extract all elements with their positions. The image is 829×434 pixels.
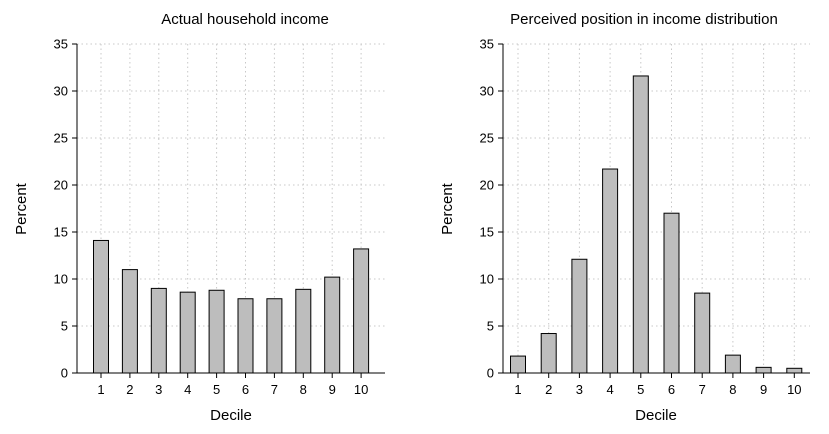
x-tick-label: 3 — [155, 382, 162, 397]
bar — [724, 354, 741, 374]
y-tick-label: 35 — [54, 37, 68, 52]
x-tick-label: 5 — [213, 382, 220, 397]
y-tick-label: 5 — [487, 319, 494, 334]
x-tick-label: 10 — [354, 382, 368, 397]
x-tick-label: 2 — [126, 382, 133, 397]
x-tick-label: 9 — [329, 382, 336, 397]
x-tick-label: 4 — [606, 382, 613, 397]
x-tick-label: 5 — [637, 382, 644, 397]
bar — [353, 248, 370, 374]
bar — [266, 298, 283, 374]
y-tick-label: 15 — [480, 225, 494, 240]
y-tick-label: 0 — [487, 366, 494, 381]
y-tick-label: 10 — [54, 272, 68, 287]
x-tick-label: 9 — [760, 382, 767, 397]
y-tick-label: 35 — [480, 37, 494, 52]
x-tick-label: 1 — [514, 382, 521, 397]
x-tick-label: 6 — [242, 382, 249, 397]
bar — [632, 75, 649, 374]
x-tick-label: 7 — [699, 382, 706, 397]
y-tick-label: 30 — [480, 84, 494, 99]
chart-panel-actual-income: Actual household income Decile Percent 0… — [13, 11, 385, 424]
x-tick-label: 8 — [729, 382, 736, 397]
chart-panel-perceived-position: Perceived position in income distributio… — [439, 11, 810, 424]
y-tick-label: 25 — [480, 131, 494, 146]
bar — [540, 333, 557, 374]
x-tick-label: 6 — [668, 382, 675, 397]
bar — [121, 269, 138, 374]
x-tick-label: 2 — [545, 382, 552, 397]
y-tick-label: 10 — [480, 272, 494, 287]
bar — [786, 367, 803, 374]
bar — [237, 298, 254, 374]
y-axis-label: Percent — [13, 182, 30, 235]
x-tick-label: 10 — [787, 382, 801, 397]
y-tick-label: 5 — [61, 319, 68, 334]
y-tick-label: 20 — [480, 178, 494, 193]
bar — [150, 287, 167, 374]
y-tick-label: 0 — [61, 366, 68, 381]
chart-title: Perceived position in income distributio… — [510, 11, 778, 28]
y-tick-label: 15 — [54, 225, 68, 240]
bar — [510, 355, 526, 374]
y-tick-label: 20 — [54, 178, 68, 193]
bar — [663, 212, 680, 374]
x-tick-label: 4 — [184, 382, 191, 397]
y-tick-label: 25 — [54, 131, 68, 146]
bar — [602, 168, 619, 374]
bar — [295, 288, 312, 374]
bar-series — [93, 239, 370, 374]
bar — [208, 289, 225, 374]
chart-title: Actual household income — [161, 11, 329, 28]
x-tick-label: 7 — [271, 382, 278, 397]
bar-series — [510, 75, 803, 374]
y-tick-label: 30 — [54, 84, 68, 99]
gridlines — [503, 43, 810, 373]
x-tick-label: 3 — [576, 382, 583, 397]
bar — [571, 258, 588, 374]
bar — [179, 291, 196, 374]
y-axis-label: Percent — [439, 182, 456, 235]
x-tick-label: 8 — [300, 382, 307, 397]
x-axis-label: Decile — [635, 407, 677, 424]
x-axis-label: Decile — [210, 407, 252, 424]
x-tick-label: 1 — [97, 382, 104, 397]
bar — [694, 292, 711, 374]
bar — [93, 239, 109, 374]
bar — [755, 366, 772, 374]
bar — [324, 276, 341, 374]
